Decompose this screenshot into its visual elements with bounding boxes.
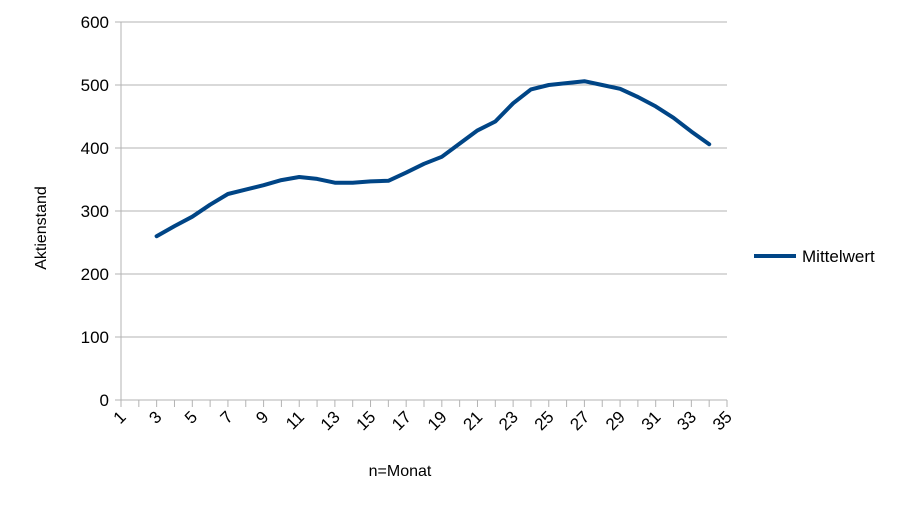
x-tick-label: 31 bbox=[638, 407, 665, 434]
x-tick-label: 25 bbox=[531, 407, 558, 434]
y-tick-labels: 0 100 200 300 400 500 600 bbox=[81, 13, 109, 410]
x-tick-label: 9 bbox=[252, 407, 272, 427]
x-tick-label: 15 bbox=[353, 407, 380, 434]
y-tick-label: 200 bbox=[81, 265, 109, 284]
series-group bbox=[154, 79, 712, 239]
y-tick-label: 0 bbox=[100, 391, 109, 410]
x-tick-label: 33 bbox=[673, 407, 700, 434]
x-tick-label: 11 bbox=[282, 407, 308, 433]
x-tick-label: 5 bbox=[181, 407, 201, 427]
x-tick-label: 19 bbox=[424, 407, 451, 434]
series-line-mittelwert bbox=[154, 79, 712, 239]
x-tick-label: 35 bbox=[709, 407, 736, 434]
x-tick-label: 27 bbox=[566, 407, 593, 434]
x-tick-labels: 1 3 5 7 9 11 13 15 17 19 21 23 25 27 29 31 33 35 bbox=[110, 407, 736, 434]
grid-lines bbox=[121, 21, 727, 338]
x-tick-label: 29 bbox=[602, 407, 629, 434]
x-tick-label: 17 bbox=[388, 407, 415, 434]
x-tick-label: 21 bbox=[459, 407, 486, 434]
y-tick-label: 400 bbox=[81, 139, 109, 158]
x-tick-label: 3 bbox=[145, 407, 165, 427]
y-tick-label: 100 bbox=[81, 328, 109, 347]
y-tick-label: 500 bbox=[81, 76, 109, 95]
legend-label-mittelwert: Mittelwert bbox=[802, 247, 875, 266]
y-tick-label: 300 bbox=[81, 202, 109, 221]
x-tick-label: 23 bbox=[495, 407, 522, 434]
y-axis-title: Aktienstand bbox=[33, 186, 50, 270]
x-axis-title: n=Monat bbox=[369, 463, 432, 480]
x-tick-label: 7 bbox=[217, 407, 237, 427]
axes bbox=[115, 21, 728, 407]
x-tick-label: 13 bbox=[317, 407, 344, 434]
x-tick-label: 1 bbox=[110, 407, 130, 427]
y-tick-label: 600 bbox=[81, 13, 109, 32]
legend: Mittelwert bbox=[754, 247, 875, 266]
